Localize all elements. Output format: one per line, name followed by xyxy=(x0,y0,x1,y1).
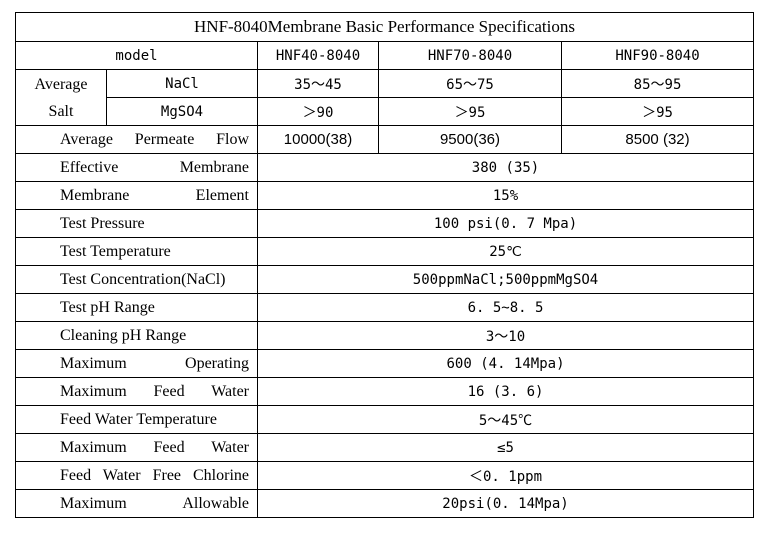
spec-value: 20psi(0. 14Mpa) xyxy=(256,489,755,518)
spec-row: Test Concentration(NaCl) 500ppmNaCl;500pp… xyxy=(15,265,755,294)
spec-label: Membrane Element xyxy=(15,181,258,210)
spec-label: Test Temperature xyxy=(15,237,258,266)
spec-label: Maximum Feed Water xyxy=(15,433,258,462)
flow-value-hnf70: 9500(36) xyxy=(378,125,562,154)
mgso4-value-hnf40: ＞90 xyxy=(257,97,379,126)
spec-value: 3～10 xyxy=(256,321,755,350)
spec-row: Feed Water Temperature 5～45℃ xyxy=(15,405,755,434)
spec-row: Test Pressure 100 psi(0. 7 Mpa) xyxy=(15,209,755,238)
model-hnf40: HNF40-8040 xyxy=(257,41,379,70)
spec-value: 16 (3. 6) xyxy=(256,377,755,406)
spec-rows: Effective Membrane 380 (35) Membrane Eleme… xyxy=(15,153,755,518)
spec-row: Membrane Element 15% xyxy=(15,181,755,210)
spec-label: Maximum Operating xyxy=(15,349,258,378)
mgso4-value-hnf90: ＞95 xyxy=(560,97,755,126)
average-salt-label-line2: Salt xyxy=(48,102,74,120)
spec-value: 5～45℃ xyxy=(256,405,755,434)
spec-row: Maximum Operating 600 (4. 14Mpa) xyxy=(15,349,755,378)
spec-row: Test Temperature 25℃ xyxy=(15,237,755,266)
spec-row: Test pH Range 6. 5~8. 5 xyxy=(15,293,755,322)
spec-value: 100 psi(0. 7 Mpa) xyxy=(256,209,755,238)
spec-label: Feed Water Free Chlorine xyxy=(15,461,258,490)
spec-table: HNF-8040Membrane Basic Performance Speci… xyxy=(14,12,755,518)
nacl-value-hnf70: 65～75 xyxy=(378,69,562,98)
nacl-row: Average Salt NaCl 35～45 65～75 85～95 xyxy=(15,69,755,126)
spec-label: Test pH Range xyxy=(15,293,258,322)
spec-label: Test Pressure xyxy=(15,209,258,238)
nacl-value-hnf40: 35～45 xyxy=(257,69,379,98)
spec-label: Cleaning pH Range xyxy=(15,321,258,350)
spec-row: Maximum Feed Water 16 (3. 6) xyxy=(15,377,755,406)
spec-label: Feed Water Temperature xyxy=(15,405,258,434)
average-salt-label: Average Salt xyxy=(15,69,107,126)
mgso4-row: MgSO4 ＞90 ＞95 ＞95 xyxy=(16,97,755,126)
spec-label: Effective Membrane xyxy=(15,153,258,182)
spec-row: Effective Membrane 380 (35) xyxy=(15,153,755,182)
nacl-value-hnf90: 85～95 xyxy=(560,69,755,98)
spec-value: 600 (4. 14Mpa) xyxy=(256,349,755,378)
flow-label: Average Permeate Flow xyxy=(15,125,258,154)
spec-row: Maximum Feed Water ≤5 xyxy=(15,433,755,462)
spec-label: Maximum Allowable xyxy=(15,489,258,518)
average-salt-label-line1: Average xyxy=(34,75,88,93)
spec-row: Maximum Allowable 20psi(0. 14Mpa) xyxy=(15,489,755,518)
flow-value-hnf40: 10000(38) xyxy=(257,125,379,154)
model-label: model xyxy=(15,41,258,70)
mgso4-value-hnf70: ＞95 xyxy=(378,97,562,126)
spec-value: ＜0. 1ppm xyxy=(256,461,755,490)
spec-value: 15% xyxy=(256,181,755,210)
model-hnf90: HNF90-8040 xyxy=(560,41,755,70)
title-row: HNF-8040Membrane Basic Performance Speci… xyxy=(14,12,755,42)
spec-value: 500ppmNaCl;500ppmMgSO4 xyxy=(256,265,755,294)
flow-row: Average Permeate Flow 10000(38) 9500(36)… xyxy=(15,125,755,154)
model-hnf70: HNF70-8040 xyxy=(378,41,562,70)
table-title: HNF-8040Membrane Basic Performance Speci… xyxy=(14,12,755,42)
model-header-row: model HNF40-8040 HNF70-8040 HNF90-8040 xyxy=(15,41,755,70)
flow-value-hnf90: 8500 (32) xyxy=(560,125,755,154)
spec-label: Test Concentration(NaCl) xyxy=(15,265,258,294)
spec-label: Maximum Feed Water xyxy=(15,377,258,406)
spec-value: 6. 5~8. 5 xyxy=(256,293,755,322)
spec-value: 25℃ xyxy=(256,237,755,266)
spec-row: Cleaning pH Range 3～10 xyxy=(15,321,755,350)
spec-value: 380 (35) xyxy=(256,153,755,182)
spec-row: Feed Water Free Chlorine ＜0. 1ppm xyxy=(15,461,755,490)
spec-value: ≤5 xyxy=(256,433,755,462)
nacl-label: NaCl xyxy=(106,69,258,98)
mgso4-label: MgSO4 xyxy=(106,97,258,126)
